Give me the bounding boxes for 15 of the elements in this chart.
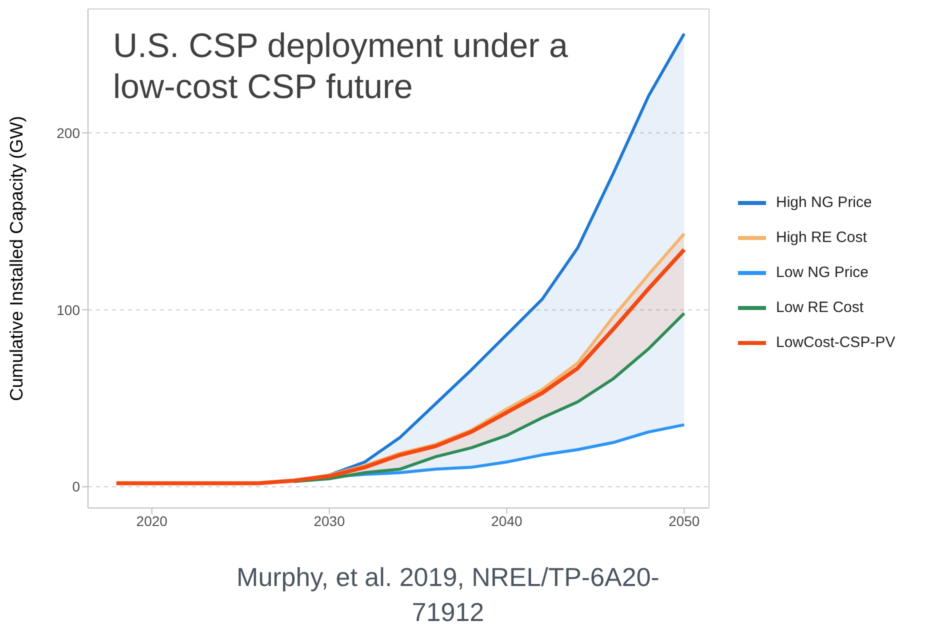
legend-label: LowCost-CSP-PV: [776, 334, 896, 351]
legend-label: Low RE Cost: [776, 299, 864, 316]
x-tick-label: 2030: [314, 512, 346, 529]
y-tick-label: 0: [72, 478, 80, 495]
y-axis-title: Cumulative Installed Capacity (GW): [6, 116, 26, 402]
legend-label: High NG Price: [776, 194, 872, 211]
x-tick-label: 2020: [136, 512, 168, 529]
y-tick-label: 200: [56, 124, 80, 141]
text: U.S. CSP deployment under a low-cost CSP future: [113, 26, 569, 108]
legend-label: Low NG Price: [776, 264, 869, 281]
x-tick-label: 2050: [668, 512, 700, 529]
x-tick-label: 2040: [491, 512, 523, 529]
text: Murphy, et al. 2019, NREL/TP-6A20-71912: [236, 561, 660, 629]
y-tick-label: 100: [56, 302, 80, 318]
legend-label: High RE Cost: [776, 229, 867, 246]
